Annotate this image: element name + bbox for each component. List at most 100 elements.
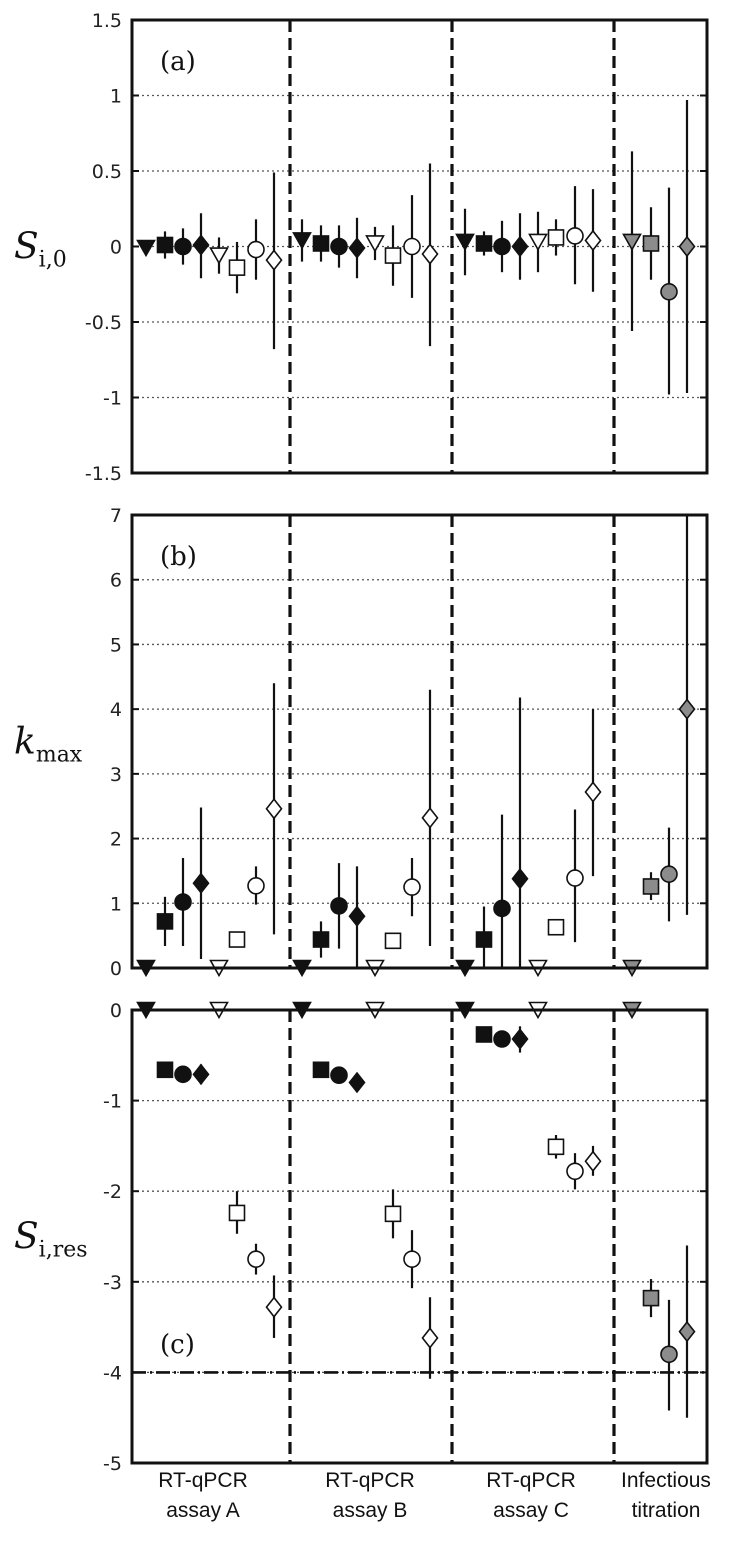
- data-point-diamond: [348, 905, 366, 928]
- y-tick-label: 1: [110, 86, 122, 108]
- data-point-square: [312, 235, 330, 252]
- data-point-diamond: [678, 698, 696, 720]
- data-point-circle: [660, 1345, 678, 1364]
- y-axis-label-base: S: [14, 1217, 39, 1258]
- group-label-line1: RT-qPCR: [325, 1469, 415, 1492]
- data-point-square: [228, 1204, 246, 1222]
- group-label-line2: titration: [631, 1499, 701, 1522]
- data-point-diamond: [192, 1063, 210, 1086]
- y-tick-label: -3: [103, 1272, 122, 1294]
- y-tick-label: 0.5: [92, 161, 122, 183]
- data-point-square: [547, 918, 565, 936]
- data-point-diamond: [511, 1028, 529, 1050]
- data-point-square: [228, 931, 246, 948]
- data-point-circle: [493, 1030, 511, 1048]
- y-tick-label: 2: [110, 829, 122, 851]
- data-point-circle: [403, 237, 421, 256]
- data-point-circle: [247, 1250, 265, 1268]
- y-axis-label: Si,0: [14, 227, 67, 273]
- data-point-circle: [174, 893, 192, 911]
- data-point-diamond: [584, 1150, 602, 1173]
- data-point-diamond: [192, 234, 210, 256]
- data-point-diamond: [265, 249, 283, 271]
- data-point-square: [156, 236, 174, 254]
- data-point-circle: [566, 227, 584, 245]
- data-point-square: [475, 235, 493, 252]
- data-point-circle: [493, 899, 511, 918]
- data-point-diamond: [421, 243, 439, 265]
- data-point-circle: [247, 877, 265, 895]
- panel-a: 1.5 1 0.5 0 -0.5 -1 -1.5 (a) Si,0: [14, 10, 709, 485]
- data-point-square: [547, 229, 565, 246]
- data-point-circle: [566, 869, 584, 887]
- group-label-assay-b: RT-qPCR assay B: [295, 1466, 445, 1526]
- y-tick-label: 5: [110, 634, 122, 656]
- panel-label: (b): [160, 542, 197, 572]
- data-point-diamond: [678, 1320, 696, 1343]
- data-point-tri-down: [292, 232, 312, 250]
- data-point-circle: [403, 1250, 421, 1268]
- y-axis-label-sub: i,res: [39, 1238, 88, 1263]
- data-point-tri-down: [622, 233, 642, 252]
- data-point-square: [312, 1061, 330, 1079]
- panel-label: (a): [160, 47, 196, 77]
- y-axis-label-sub: max: [36, 743, 83, 768]
- group-label-infectious-titration: Infectious titration: [602, 1466, 730, 1526]
- data-point-tri-down: [528, 233, 548, 252]
- panel-c: 0 -1 -2 -3 -4 -5 (c) Si,res: [14, 1000, 709, 1475]
- panel-label: (c): [160, 1330, 195, 1360]
- data-point-square: [228, 259, 246, 276]
- data-point-square: [384, 247, 402, 264]
- data-point-circle: [403, 878, 421, 896]
- y-tick-label: 1: [110, 893, 122, 915]
- y-tick-label: 3: [110, 764, 122, 786]
- y-tick-label: 4: [110, 699, 122, 721]
- data-point-tri-down: [209, 247, 229, 265]
- y-tick-label: -2: [103, 1181, 122, 1203]
- data-point-square: [642, 1289, 660, 1307]
- data-point-square: [547, 1138, 565, 1156]
- group-label-assay-a: RT-qPCR assay A: [128, 1466, 278, 1526]
- data-point-tri-down: [365, 235, 385, 253]
- data-point-circle: [330, 237, 348, 256]
- y-tick-label: -4: [103, 1362, 122, 1384]
- group-label-line2: assay A: [166, 1499, 240, 1522]
- data-point-square: [475, 931, 493, 948]
- data-point-square: [642, 878, 660, 895]
- group-label-line1: RT-qPCR: [486, 1469, 576, 1492]
- group-label-line2: assay B: [332, 1499, 408, 1522]
- data-point-circle: [174, 237, 192, 256]
- data-point-square: [384, 932, 402, 950]
- data-point-circle: [174, 1065, 192, 1084]
- data-point-diamond: [192, 872, 210, 895]
- data-point-diamond: [678, 235, 696, 258]
- y-tick-label: -1: [103, 1091, 122, 1113]
- y-axis-label-base: k: [14, 722, 36, 763]
- data-point-diamond: [265, 798, 283, 820]
- group-label-line1: Infectious: [621, 1469, 711, 1492]
- plot-frame: [130, 513, 709, 970]
- group-label-line2: assay C: [493, 1499, 569, 1522]
- data-point-square: [312, 931, 330, 948]
- group-label-line1: RT-qPCR: [158, 1469, 248, 1492]
- data-point-tri-down: [136, 239, 156, 258]
- data-point-diamond: [584, 229, 602, 252]
- data-point-square: [156, 1061, 174, 1079]
- y-tick-label: 0: [110, 958, 122, 980]
- data-point-square: [156, 913, 174, 930]
- data-point-diamond: [348, 1071, 366, 1094]
- data-point-diamond: [265, 1296, 283, 1318]
- panel-b: 7 6 5 4 3 2 1 0 (b) kmax: [14, 505, 709, 980]
- data-point-diamond: [511, 867, 529, 890]
- data-point-diamond: [421, 1327, 439, 1349]
- y-axis-label: kmax: [14, 722, 83, 768]
- y-tick-label: -1.5: [85, 463, 122, 485]
- y-axis-label: Si,res: [14, 1217, 88, 1263]
- y-tick-label: -0.5: [85, 312, 122, 334]
- data-point-square: [642, 235, 660, 252]
- data-point-diamond: [421, 807, 439, 829]
- data-point-square: [475, 1026, 493, 1043]
- data-point-diamond: [584, 781, 602, 803]
- y-tick-label: 6: [110, 570, 122, 592]
